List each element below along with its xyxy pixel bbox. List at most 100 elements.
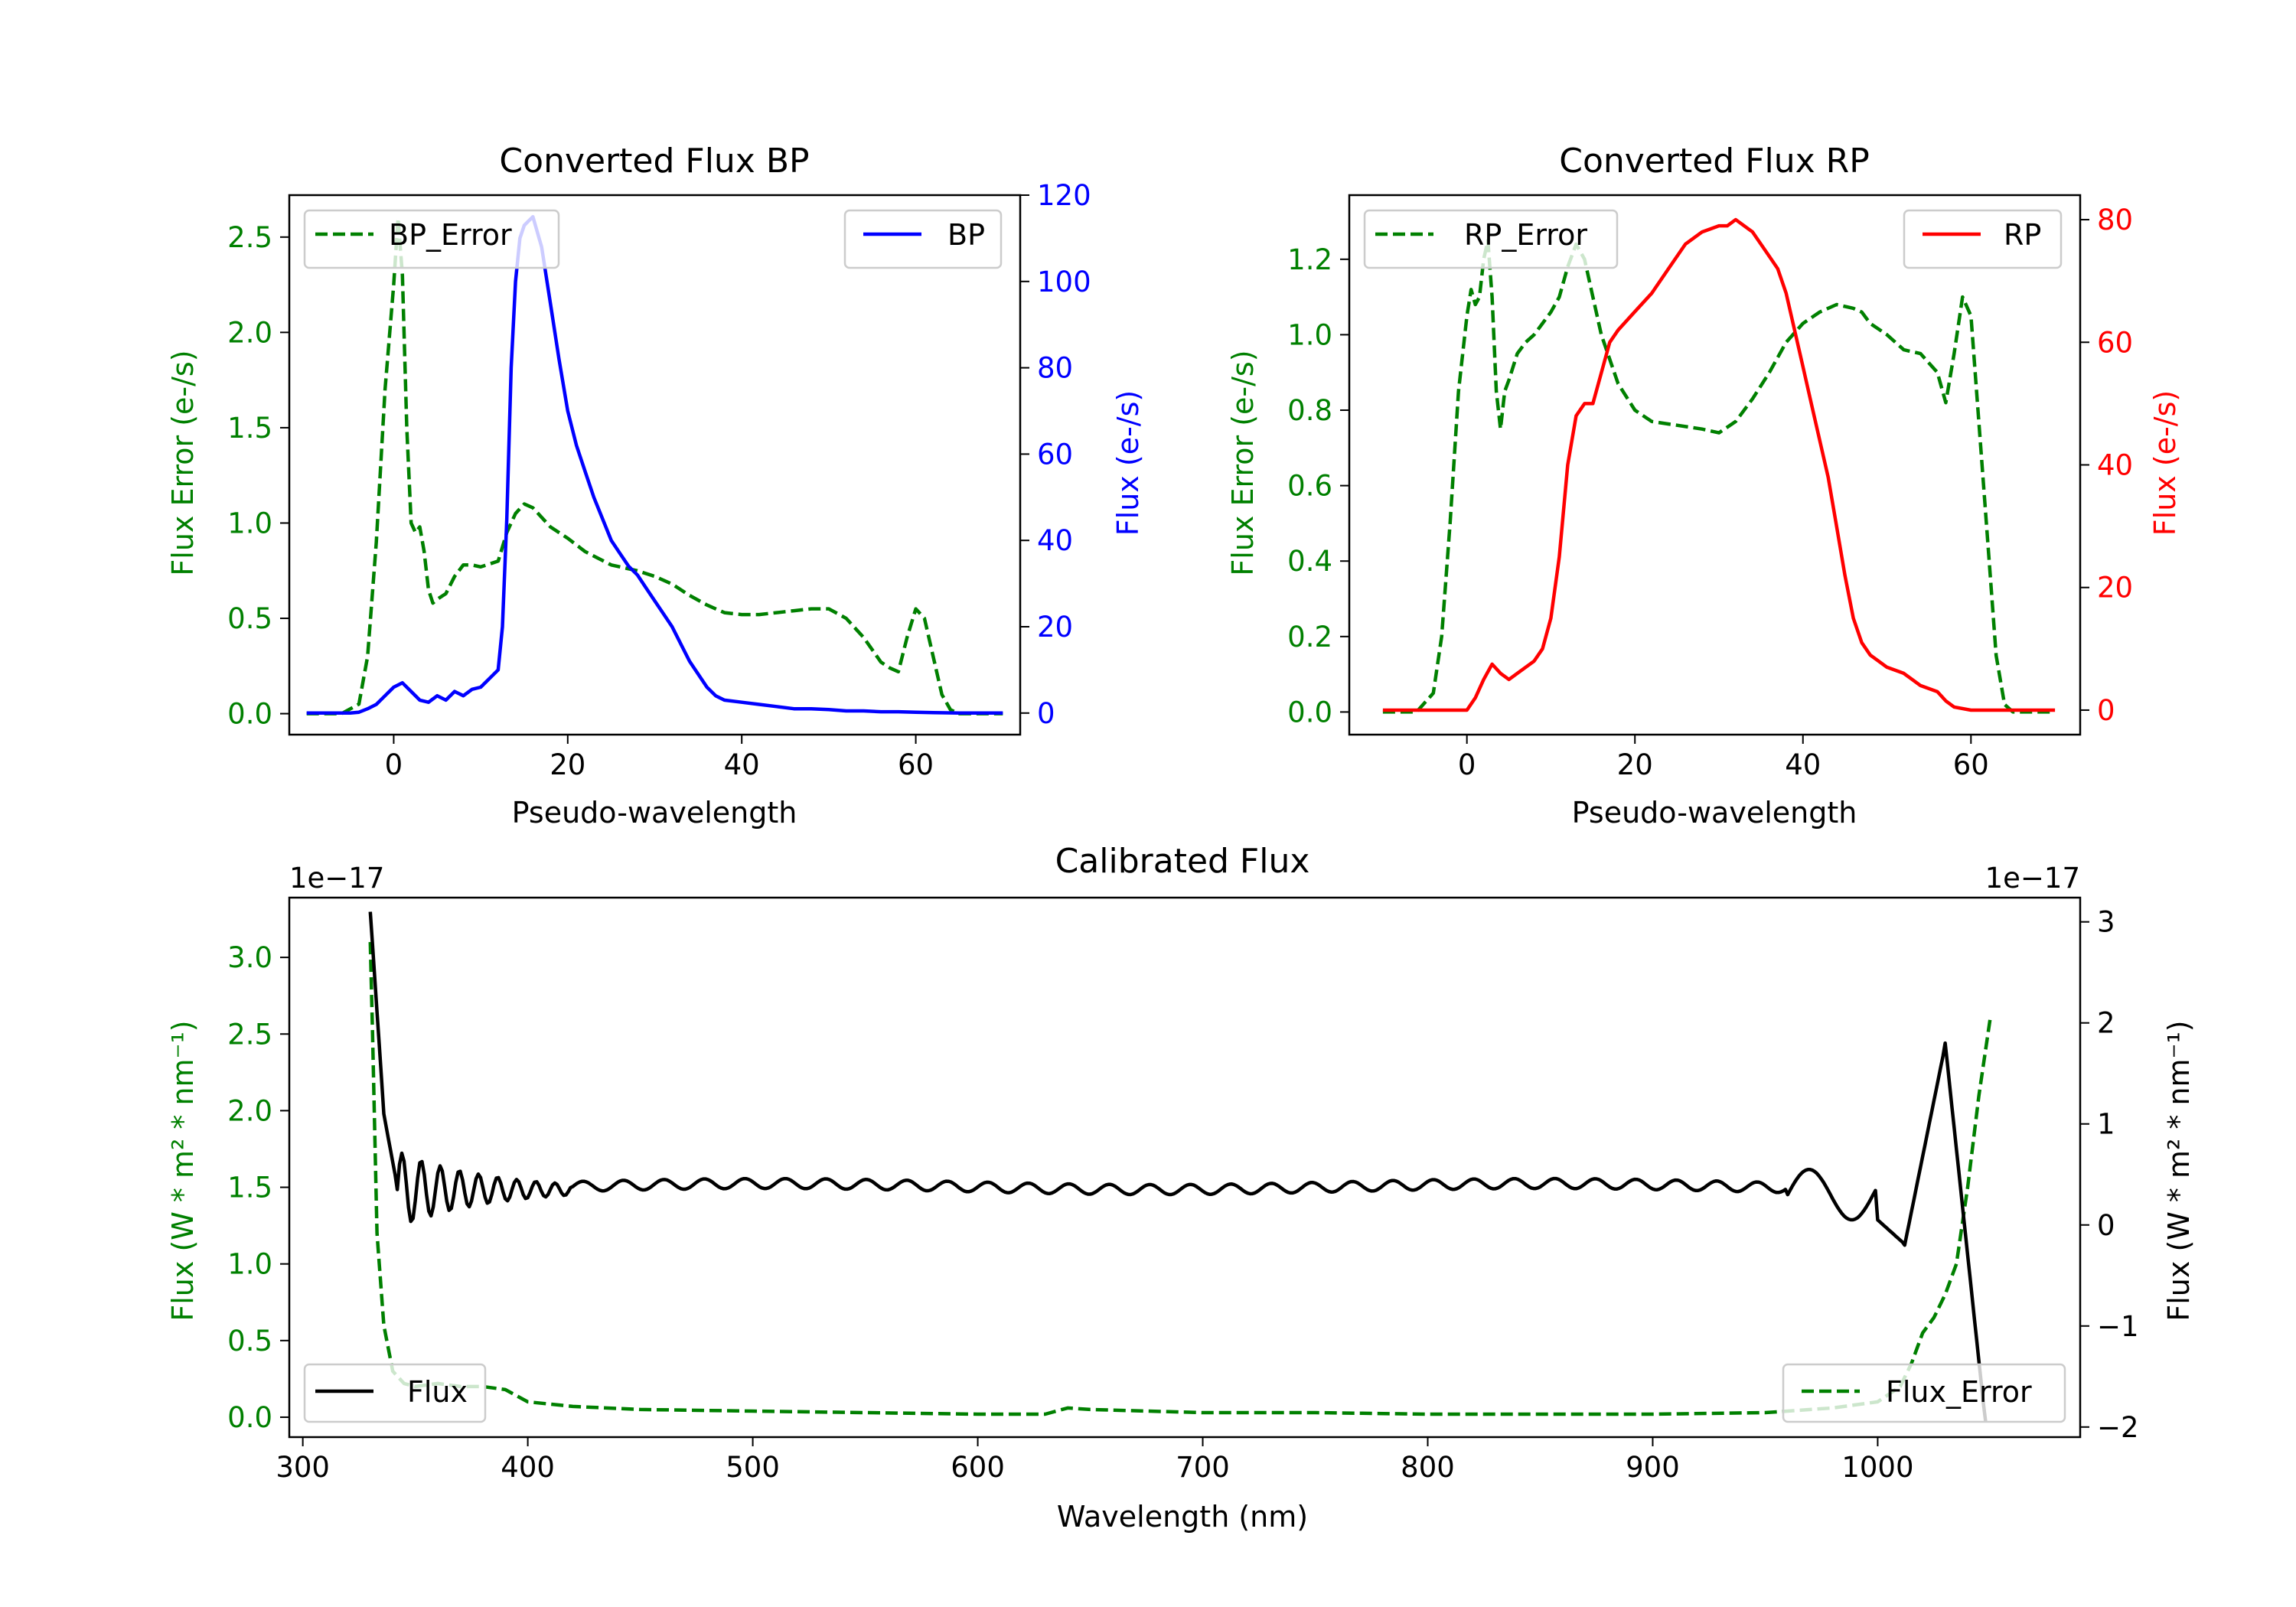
cal-ytick-right-label: 3 <box>2097 906 2115 939</box>
rp-ylabel-left: Flux Error (e-/s) <box>1226 350 1260 575</box>
cal-xtick-label: 1000 <box>1841 1451 1913 1484</box>
cal-ylabel-left: Flux (W * m² * nm⁻¹) <box>166 1020 200 1321</box>
bp-ytick-left-label: 1.5 <box>227 412 272 445</box>
bp-ytick-left-label: 0.5 <box>227 602 272 635</box>
rp-ytick-left-label: 0.4 <box>1287 545 1332 578</box>
rp-title: Converted Flux RP <box>1559 142 1870 181</box>
bp-legend-flux-label: BP <box>947 218 985 252</box>
rp-legend-right-box <box>1903 209 2063 269</box>
rp-x-axis-ticks: 0 20 40 60 <box>1458 735 1989 781</box>
cal-xtick-label: 700 <box>1176 1451 1230 1484</box>
cal-ytick-right-label: −2 <box>2097 1411 2139 1444</box>
rp-error-line <box>1382 238 2056 714</box>
rp-plot-frame <box>1348 194 2082 736</box>
chart-calibrated: Calibrated Flux Wavelength (nm) 1e−17 1e… <box>166 842 2196 1534</box>
rp-ytick-left-label: 1.2 <box>1287 243 1332 276</box>
rp-ytick-right-label: 80 <box>2097 204 2133 236</box>
cal-legend-flux-label: Flux <box>407 1375 468 1409</box>
rp-legend-flux-label: RP <box>2004 218 2041 252</box>
cal-ytick-left-label: 2.0 <box>227 1094 272 1127</box>
rp-ytick-left-label: 1.0 <box>1287 318 1332 351</box>
cal-legend-right-box <box>1782 1363 2066 1423</box>
cal-xtick-label: 900 <box>1626 1451 1680 1484</box>
bp-xtick-label: 20 <box>550 748 585 781</box>
bp-legend-left: BP_Error <box>303 209 560 269</box>
cal-xtick-label: 500 <box>726 1451 780 1484</box>
bp-ylabel-left: Flux Error (e-/s) <box>166 350 200 575</box>
bp-x-axis-ticks: 0 20 40 60 <box>385 735 934 781</box>
cal-ytick-right-label: 2 <box>2097 1007 2115 1040</box>
cal-flux-line <box>368 911 1988 1423</box>
bp-y-axis-left-ticks: 0.0 0.5 1.0 1.5 2.0 2.5 <box>227 221 289 731</box>
bp-ytick-right-label: 20 <box>1037 611 1073 644</box>
bp-xlabel: Pseudo-wavelength <box>512 796 797 830</box>
rp-legend-left: RP_Error <box>1363 209 1619 269</box>
bp-ytick-left-label: 1.0 <box>227 507 272 539</box>
cal-xtick-label: 600 <box>951 1451 1005 1484</box>
bp-ytick-right-label: 120 <box>1037 179 1091 212</box>
cal-ylabel-right: Flux (W * m² * nm⁻¹) <box>2162 1020 2196 1321</box>
cal-ytick-left-label: 3.0 <box>227 941 272 974</box>
cal-xlabel: Wavelength (nm) <box>1057 1500 1308 1534</box>
rp-xtick-label: 60 <box>1953 748 1989 781</box>
rp-xlabel: Pseudo-wavelength <box>1572 796 1857 830</box>
bp-ytick-right-label: 0 <box>1037 697 1055 730</box>
cal-xtick-label: 400 <box>501 1451 555 1484</box>
rp-ytick-right-label: 0 <box>2097 694 2115 727</box>
cal-ytick-left-label: 1.0 <box>227 1248 272 1281</box>
chart-bp: Converted Flux BP Pseudo-wavelength Flux… <box>166 142 1145 830</box>
bp-ytick-right-label: 40 <box>1037 524 1073 557</box>
cal-ytick-right-label: −1 <box>2097 1310 2139 1343</box>
bp-ytick-right-label: 60 <box>1037 438 1073 471</box>
rp-ytick-left-label: 0.0 <box>1287 696 1332 729</box>
bp-y-axis-right-ticks: 0 20 40 60 80 100 120 <box>1020 179 1091 730</box>
bp-xtick-label: 40 <box>724 748 760 781</box>
bp-legend-right-box <box>843 209 1003 269</box>
bp-ytick-left-label: 2.0 <box>227 316 272 349</box>
bp-ytick-right-label: 100 <box>1037 266 1091 298</box>
cal-ytick-left-label: 0.5 <box>227 1325 272 1358</box>
cal-offset-left: 1e−17 <box>289 862 384 895</box>
bp-ylabel-right: Flux (e-/s) <box>1111 390 1145 536</box>
cal-legend-left: Flux <box>303 1363 487 1423</box>
cal-legend-left-box <box>303 1363 487 1423</box>
cal-ytick-left-label: 2.5 <box>227 1018 272 1051</box>
cal-y-axis-left-ticks: 0.0 0.5 1.0 1.5 2.0 2.5 3.0 <box>227 941 289 1434</box>
cal-xtick-label: 800 <box>1401 1451 1455 1484</box>
rp-ytick-right-label: 20 <box>2097 572 2133 605</box>
cal-ytick-right-label: 1 <box>2097 1108 2115 1141</box>
bp-ytick-left-label: 0.0 <box>227 698 272 731</box>
cal-legend-error-label: Flux_Error <box>1886 1375 2032 1409</box>
rp-xtick-label: 40 <box>1785 748 1821 781</box>
bp-legend-error-label: BP_Error <box>389 218 512 252</box>
cal-y-axis-right-ticks: −2 −1 0 1 2 3 <box>2080 906 2139 1444</box>
cal-ytick-left-label: 1.5 <box>227 1172 272 1204</box>
rp-ytick-right-label: 40 <box>2097 449 2133 482</box>
bp-xtick-label: 0 <box>385 748 403 781</box>
rp-y-axis-right-ticks: 0 20 40 60 80 <box>2080 204 2133 727</box>
bp-title: Converted Flux BP <box>499 142 809 181</box>
rp-legend-error-label: RP_Error <box>1464 218 1587 252</box>
cal-title: Calibrated Flux <box>1055 842 1310 881</box>
bp-xtick-label: 60 <box>898 748 934 781</box>
cal-legend-right: Flux_Error <box>1782 1363 2066 1423</box>
rp-xtick-label: 0 <box>1458 748 1476 781</box>
bp-legend-right: BP <box>843 209 1003 269</box>
bp-plot-frame <box>288 194 1022 736</box>
bp-error-line <box>306 216 1003 715</box>
rp-legend-left-box <box>1363 209 1619 269</box>
rp-ytick-left-label: 0.8 <box>1287 394 1332 427</box>
bp-flux-line <box>306 214 1003 715</box>
rp-y-axis-left-ticks: 0.0 0.2 0.4 0.6 0.8 1.0 1.2 <box>1287 243 1349 729</box>
rp-xtick-label: 20 <box>1617 748 1653 781</box>
cal-ytick-left-label: 0.0 <box>227 1401 272 1434</box>
chart-rp: Converted Flux RP Pseudo-wavelength Flux… <box>1226 142 2182 830</box>
cal-xtick-label: 300 <box>276 1451 330 1484</box>
bp-ytick-right-label: 80 <box>1037 352 1073 385</box>
rp-ytick-left-label: 0.6 <box>1287 470 1332 503</box>
rp-ytick-right-label: 60 <box>2097 326 2133 359</box>
bp-legend-left-box <box>303 209 560 269</box>
rp-legend-right: RP <box>1903 209 2063 269</box>
cal-ytick-right-label: 0 <box>2097 1209 2115 1242</box>
